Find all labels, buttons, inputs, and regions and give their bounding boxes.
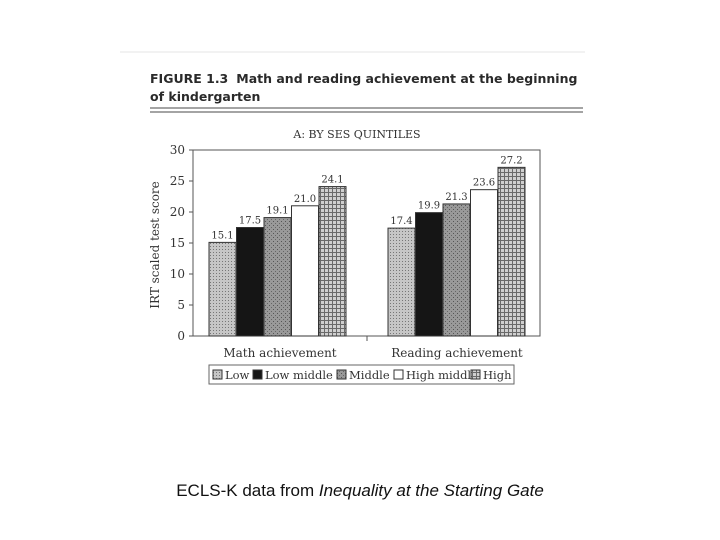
legend-label: High middle bbox=[406, 368, 478, 382]
bar-low-reading bbox=[387, 227, 416, 337]
y-tick-label: 5 bbox=[177, 298, 185, 312]
bar-high-middle-reading bbox=[470, 189, 498, 337]
legend-swatch bbox=[470, 369, 481, 380]
legend-label: Middle bbox=[349, 368, 390, 382]
bar-high-middle-math bbox=[291, 205, 319, 337]
legend-swatch bbox=[336, 369, 347, 380]
y-tick-label: 0 bbox=[177, 329, 185, 343]
bars bbox=[208, 166, 526, 337]
bar-value-label: 27.2 bbox=[500, 155, 522, 166]
legend: Low Low middle Middle High middle High bbox=[212, 368, 512, 382]
bar-value-label: 19.1 bbox=[266, 206, 288, 217]
chart-title: A: BY SES QUINTILES bbox=[292, 128, 420, 141]
y-tick-label: 10 bbox=[170, 267, 185, 281]
legend-box bbox=[208, 364, 515, 385]
x-category-label: Reading achievement bbox=[391, 346, 523, 360]
y-axis-ticks: 0 5 10 15 20 25 30 bbox=[170, 143, 193, 343]
figure-title-line1: FIGURE 1.3 Math and reading achievement a… bbox=[150, 71, 577, 86]
legend-label: Low bbox=[225, 368, 250, 382]
bar-value-label: 21.3 bbox=[445, 192, 467, 203]
legend-swatch bbox=[212, 369, 223, 380]
bar-middle-reading bbox=[442, 203, 471, 337]
bar-low-middle-math bbox=[236, 227, 264, 337]
bar-value-label: 21.0 bbox=[294, 194, 316, 205]
y-axis-label: IRT scaled test score bbox=[148, 181, 162, 309]
bar-value-label: 23.6 bbox=[473, 178, 495, 189]
figure-title-line2: of kindergarten bbox=[150, 89, 260, 104]
y-tick-label: 15 bbox=[170, 236, 185, 250]
y-tick-label: 30 bbox=[170, 143, 185, 157]
bar-low-math bbox=[208, 241, 237, 337]
bar-value-label: 19.9 bbox=[418, 201, 440, 212]
bar-value-label: 24.1 bbox=[321, 175, 343, 186]
value-labels: 15.1 17.5 19.1 21.0 24.1 17.4 19.9 21.3 23.6 27.2 bbox=[211, 155, 522, 241]
legend-label: High bbox=[483, 368, 512, 382]
x-category-label: Math achievement bbox=[223, 346, 336, 360]
bar-low-middle-reading bbox=[415, 212, 443, 337]
y-tick-label: 25 bbox=[170, 174, 185, 188]
bar-value-label: 17.5 bbox=[239, 216, 261, 227]
legend-swatch bbox=[252, 369, 263, 380]
caption: ECLS-K data from Inequality at the Start… bbox=[0, 481, 720, 501]
legend-label: Low middle bbox=[265, 368, 333, 382]
bar-high-math bbox=[318, 186, 347, 337]
bar-value-label: 17.4 bbox=[390, 216, 412, 227]
bar-middle-math bbox=[263, 217, 292, 337]
caption-prefix: ECLS-K data from bbox=[176, 481, 319, 500]
legend-swatch bbox=[393, 369, 404, 380]
bar-value-label: 15.1 bbox=[211, 230, 233, 241]
caption-source: Inequality at the Starting Gate bbox=[318, 481, 544, 500]
y-tick-label: 20 bbox=[170, 205, 185, 219]
bar-high-reading bbox=[497, 166, 526, 337]
x-axis-categories: Math achievement Reading achievement bbox=[223, 346, 523, 360]
